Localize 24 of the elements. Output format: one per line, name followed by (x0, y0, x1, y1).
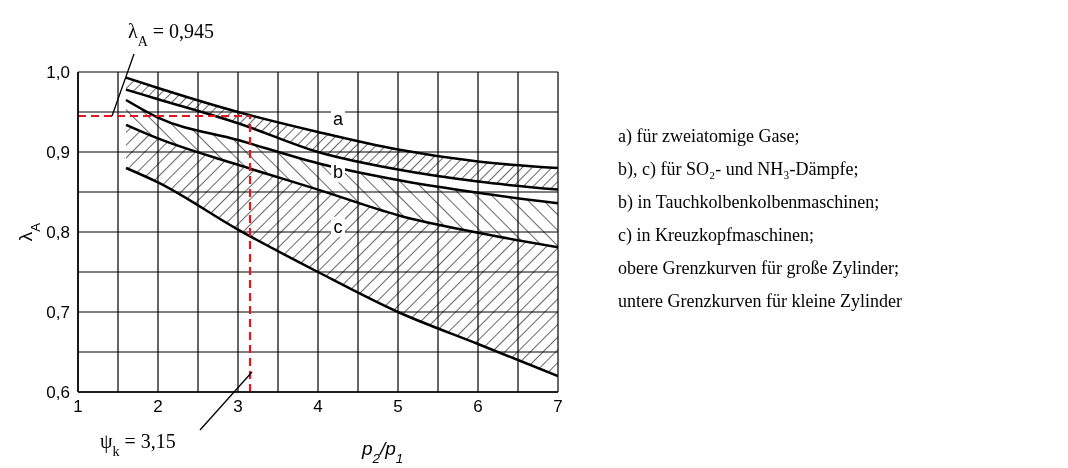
x-tick-label: 2 (153, 397, 163, 417)
x-tick-label: 7 (553, 397, 563, 417)
y-tick-label: 0,7 (46, 303, 70, 323)
y-tick-label: 0,6 (46, 383, 70, 403)
y-tick-label: 1,0 (46, 63, 70, 83)
text: b) in Tauchkolbenkolbenmaschinen; (618, 191, 881, 214)
series-label: c (333, 216, 343, 237)
x-tick-label: 4 (313, 397, 323, 417)
y-tick-label: 0,9 (46, 143, 70, 163)
y-tick-label: 0,8 (46, 223, 70, 243)
x-tick-label: 3 (233, 397, 243, 417)
text: a) für zweiatomige Gase; (618, 125, 801, 148)
text: b), c) für SO₂- und NH₃-Dämpfe; (618, 158, 860, 181)
series-label: b (332, 162, 344, 183)
series-label: a (332, 109, 344, 129)
x-tick-label: 6 (473, 397, 483, 417)
text: obere Grenzkurven für große Zylinder; (618, 257, 900, 280)
text: c) in Kreuzkopfmaschinen; (618, 224, 815, 247)
x-axis-title: p$_{2}$/p$_{1}$ (361, 438, 404, 466)
x-tick-label: 5 (393, 397, 403, 417)
ref-line-label: λ$_{A}$ = 0,945 (128, 20, 215, 49)
ref-line-label: ψ$_{k}$ = 3,15 (100, 430, 176, 459)
text: untere Grenzkurven für kleine Zylinder (618, 290, 902, 313)
x-tick-label: 1 (73, 397, 83, 417)
